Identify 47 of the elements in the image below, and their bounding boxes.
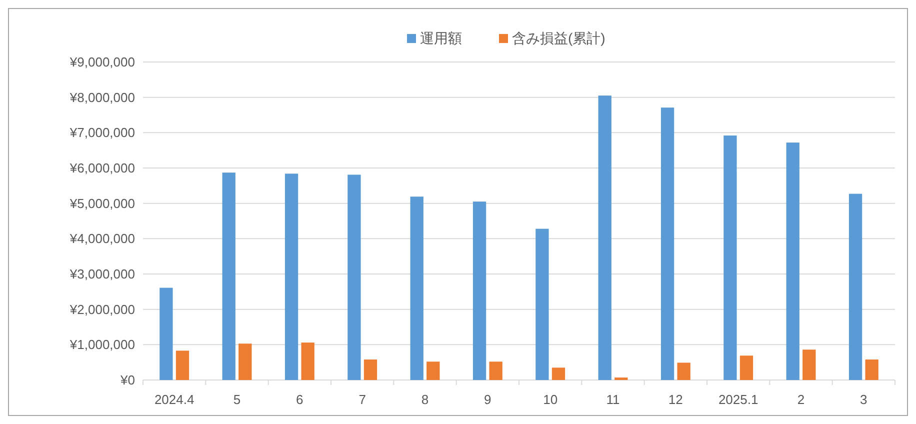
bar: [238, 344, 252, 380]
bar: [677, 362, 690, 380]
y-tick-label: ¥7,000,000: [68, 125, 135, 140]
bar: [740, 356, 754, 380]
bar: [348, 174, 361, 380]
y-tick-label: ¥6,000,000: [68, 160, 135, 176]
bar: [222, 172, 236, 380]
bar: [865, 360, 878, 380]
x-tick-label: 2025.1: [718, 392, 758, 407]
bar: [301, 342, 314, 380]
x-tick-label: 10: [543, 392, 558, 407]
x-tick-label: 7: [358, 392, 366, 407]
legend-label: 運用額: [420, 30, 462, 46]
bar: [176, 350, 190, 380]
x-tick-label: 5: [233, 392, 241, 407]
y-tick-label: ¥0: [120, 372, 135, 388]
bar: [786, 142, 800, 380]
bar: [410, 196, 424, 380]
bar: [848, 194, 862, 380]
y-tick-label: ¥3,000,000: [68, 266, 135, 282]
bar: [364, 360, 378, 380]
x-tick-label: 9: [484, 392, 492, 407]
bar: [284, 174, 298, 380]
x-tick-label: 2: [797, 392, 805, 407]
bar: [426, 362, 440, 380]
bar: [660, 108, 674, 380]
x-tick-label: 12: [668, 392, 683, 407]
x-tick-label: 11: [606, 392, 620, 407]
bar: [536, 228, 549, 380]
y-tick-label: ¥4,000,000: [68, 231, 135, 246]
x-tick-label: 2024.4: [154, 392, 194, 407]
x-tick-label: 3: [860, 392, 868, 407]
y-tick-label: ¥1,000,000: [68, 337, 135, 352]
bar: [552, 368, 566, 380]
y-tick-label: ¥2,000,000: [68, 302, 135, 317]
y-tick-label: ¥8,000,000: [68, 90, 135, 105]
bar: [598, 96, 612, 380]
y-tick-label: ¥9,000,000: [68, 54, 135, 70]
bar: [724, 135, 737, 380]
bar: [489, 362, 502, 380]
x-tick-label: 6: [296, 392, 304, 407]
bar: [160, 288, 173, 380]
y-tick-label: ¥5,000,000: [68, 196, 135, 211]
bar: [472, 202, 486, 380]
legend-label: 含み損益(累計): [512, 30, 606, 46]
x-tick-label: 8: [421, 392, 429, 407]
bar: [802, 350, 816, 380]
